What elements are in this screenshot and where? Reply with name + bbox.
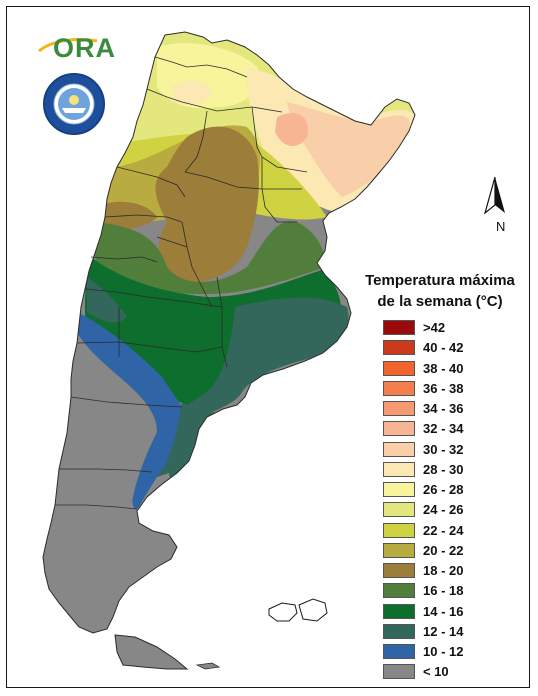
legend-label: 30 - 32 <box>423 441 464 457</box>
province-line <box>261 157 297 223</box>
legend-swatch <box>383 542 415 558</box>
legend-label: 20 - 22 <box>423 542 464 558</box>
legend-swatch <box>383 583 415 599</box>
legend-title-line2: de la semana (°C) <box>377 293 503 310</box>
zone-28-30-north <box>172 80 212 105</box>
malvinas-west <box>268 602 298 622</box>
legend-label: 10 - 12 <box>423 644 464 659</box>
isla-de-los-estados <box>195 662 221 670</box>
province-boundaries <box>55 56 308 510</box>
legend-label: 38 - 40 <box>423 360 464 376</box>
legend-swatch <box>383 644 415 659</box>
legend-swatch <box>383 623 415 639</box>
legend-label: 18 - 20 <box>423 563 464 578</box>
legend-label: < 10 <box>423 664 449 680</box>
legend-label: 32 - 34 <box>423 421 464 437</box>
legend-swatch <box>383 360 415 376</box>
zone-18-20 <box>155 126 259 283</box>
legend-swatch <box>383 461 415 477</box>
province-line <box>59 468 153 473</box>
province-line <box>184 171 302 190</box>
province-line <box>184 110 208 173</box>
argentina-outline <box>42 31 416 634</box>
north-label: N <box>496 219 506 234</box>
zone-16-18 <box>93 221 326 295</box>
zone-12-14-east <box>152 297 349 477</box>
legend-label: 34 - 36 <box>423 401 464 416</box>
legend-label: 12 - 14 <box>423 623 464 639</box>
malvinas-east <box>298 598 328 622</box>
zone-10-12 <box>77 312 192 509</box>
legend-swatch <box>383 421 415 437</box>
province-line <box>116 166 186 198</box>
legend-label: 14 - 16 <box>423 603 464 619</box>
legend-title-line1: Temperatura máxima <box>365 272 515 289</box>
legend-swatch <box>383 563 415 578</box>
legend-label: 40 - 42 <box>423 340 464 356</box>
province-line <box>181 221 213 308</box>
map-canvas <box>38 31 505 670</box>
legend-label: >42 <box>423 320 446 335</box>
legend-swatch <box>383 441 415 457</box>
province-line <box>104 214 183 223</box>
legend-swatch <box>383 401 415 416</box>
map-frame: ORA N Temperatura máxima de la semana (°… <box>6 6 530 688</box>
province-line <box>84 288 223 308</box>
legend-label: 24 - 26 <box>423 502 464 518</box>
legend-swatch <box>383 603 415 619</box>
smn-seal-logo <box>43 73 105 135</box>
legend-label: 28 - 30 <box>423 461 464 477</box>
legend-swatch <box>383 664 415 680</box>
legend-swatch <box>383 522 415 538</box>
north-arrow-icon <box>483 176 505 215</box>
zone-32-34-ne <box>275 113 308 147</box>
tierra-del-fuego <box>114 634 189 670</box>
province-line <box>154 56 248 78</box>
legend-label: 36 - 38 <box>423 380 464 396</box>
legend-label: 26 - 28 <box>423 482 464 497</box>
province-line <box>156 236 188 248</box>
malvinas-islands <box>268 598 328 622</box>
province-line <box>55 504 138 510</box>
zone-12-14-west <box>87 277 127 323</box>
legend-swatch <box>383 320 415 335</box>
province-line <box>70 396 183 408</box>
province-line <box>216 276 228 368</box>
province-line <box>90 256 158 263</box>
legend-swatch <box>383 380 415 396</box>
legend-swatch <box>383 340 415 356</box>
province-line <box>76 341 223 353</box>
legend-swatch <box>383 502 415 518</box>
legend-label: 22 - 24 <box>423 522 464 538</box>
ora-logo: ORA <box>53 33 116 63</box>
seal-emblem-icon <box>53 83 95 125</box>
legend-label: 16 - 18 <box>423 583 464 599</box>
legend-swatch <box>383 482 415 497</box>
ora-swoosh <box>38 37 98 53</box>
